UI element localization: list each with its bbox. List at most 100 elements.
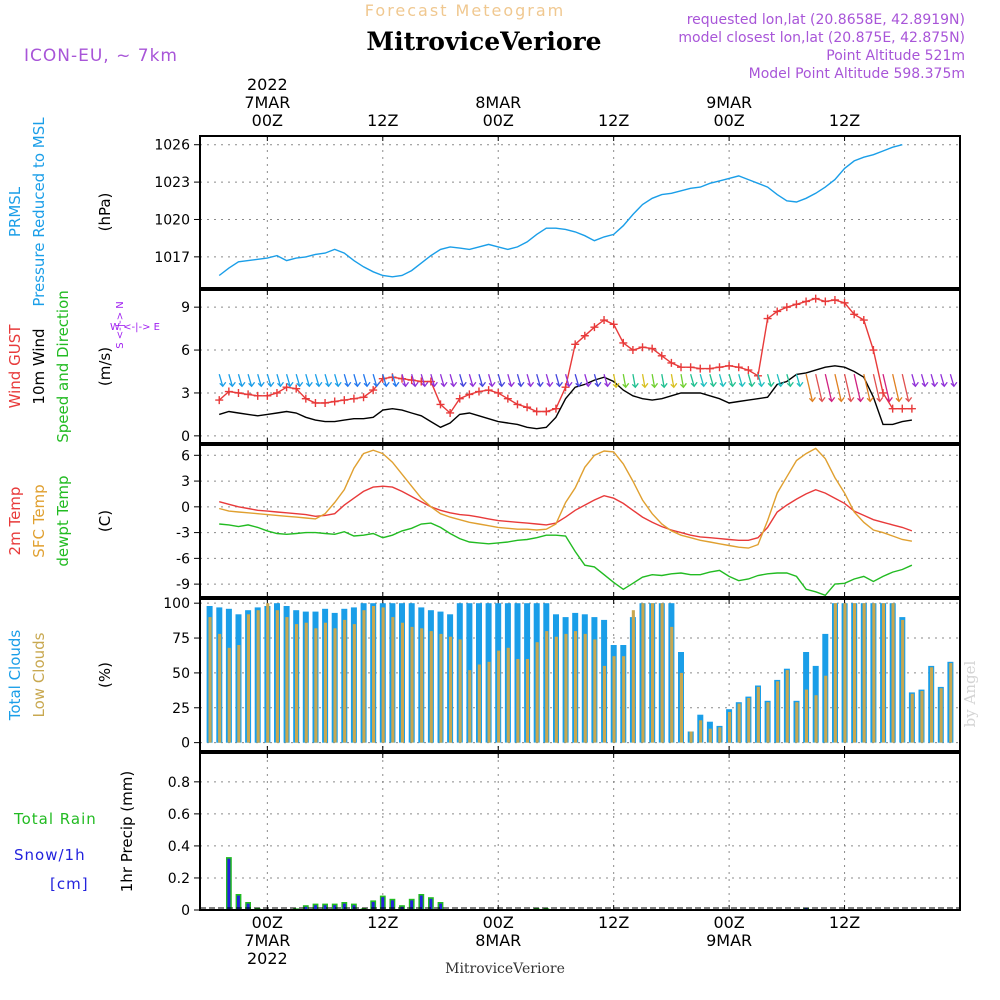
gust-point [330,397,339,406]
compass-we-label: W <-|-> E [110,322,160,333]
gust-point [782,303,791,312]
snow-bar [237,895,240,910]
wind-arrow-icon [805,374,814,402]
y-axis-label: 2m Temp [6,487,24,556]
wind-arrow-icon [420,373,426,387]
gust-point [677,363,686,372]
wind-arrow-icon [699,373,705,387]
gust-point [234,388,243,397]
wind-arrowhead-icon [296,381,304,388]
low-clouds-bar [362,610,366,743]
gust-point [802,297,811,306]
wind-arrow-icon [920,373,926,387]
gust-point [494,388,503,397]
wind-arrowhead-icon [876,396,884,403]
panel-frame [199,752,961,911]
gust-point [301,394,310,403]
y-tick-label: 3 [181,386,190,402]
low-clouds-bar [574,631,578,743]
wind-arrow-icon [622,374,627,388]
wind-arrowhead-icon [392,381,400,388]
y-tick-label: 0.4 [168,839,190,855]
wind-arrowhead-icon [353,381,361,388]
gust-point [465,390,474,399]
snow-bar [333,905,337,910]
wind-arrow-icon [449,373,455,387]
wind-arrowhead-icon [719,381,727,388]
wind-arrow-icon [613,374,617,388]
low-clouds-bar [910,693,914,743]
low-clouds-bar [689,731,693,743]
gust-point [763,314,772,323]
model-name: ICON-EU, ~ 7km [24,46,178,66]
gust-point [773,307,782,316]
gust-point [224,387,233,396]
time-label-bottom: 9MAR [706,931,752,950]
gust-point [888,404,897,413]
wind-arrow-icon [228,373,233,387]
wind-arrowhead-icon [738,381,746,388]
low-clouds-bar [833,603,837,743]
gust-point [869,346,878,355]
low-clouds-bar [881,603,885,743]
low-clouds-bar [622,656,626,743]
low-clouds-bar [516,659,520,743]
gust-point [446,408,455,417]
wind-arrow-icon [430,373,436,387]
wind-arrow-icon [564,373,570,387]
gust-point [628,346,637,355]
wind-arrow-icon [863,374,871,402]
wind-arrowhead-icon [729,381,737,388]
low-clouds-bar [506,647,510,743]
low-clouds-bar [266,603,270,743]
gust-point [532,407,541,416]
snow-bar [391,900,394,910]
wind-arrowhead-icon [911,381,919,388]
low-clouds-bar [208,617,212,743]
wind-arrowhead-icon [450,381,458,388]
wind-arrowhead-icon [421,381,429,388]
time-label-bottom: 8MAR [475,931,521,950]
time-label-top: 12Z [367,111,398,130]
y-tick-label: 50 [172,666,190,682]
gust-point [907,404,916,413]
gust-point [311,398,320,407]
wind-arrowhead-icon [885,396,893,403]
low-clouds-bar [391,617,395,743]
wind-arrow-icon [728,373,734,387]
snow-bar [246,903,250,910]
wind-arrow-icon [285,373,291,387]
gust-point [792,300,801,309]
low-clouds-bar [400,622,404,743]
low-clouds-bar [766,702,770,743]
low-clouds-bar [737,703,741,743]
gust-point [619,338,628,347]
low-clouds-bar [747,698,751,743]
y-tick-label: 1026 [154,138,190,154]
wind-arrowhead-icon [796,381,804,388]
y-tick-label: -6 [176,551,190,567]
credit-label: by Angel [961,660,979,727]
gust-point [898,404,907,413]
y-tick-label: -9 [176,577,190,593]
wind-arrow-icon [334,373,339,387]
low-clouds-bar [670,626,674,743]
gust-point [830,296,839,305]
low-clouds-bar [699,720,703,743]
low-clouds-bar [891,603,895,743]
y-tick-label: 9 [181,300,190,316]
wind-arrowhead-icon [931,381,939,388]
wind-arrow-icon [266,373,272,387]
low-clouds-bar [631,610,635,743]
wind-arrowhead-icon [305,381,313,388]
wind-arrowhead-icon [866,396,874,403]
wind-arrow-icon [439,373,445,387]
low-clouds-bar [304,622,308,743]
y-tick-label: 1020 [154,212,190,228]
wind-arrowhead-icon [660,382,668,389]
wind-arrowhead-icon [847,396,855,403]
wind-arrow-icon [747,373,753,387]
low-clouds-bar [372,606,376,743]
low-clouds-bar [468,670,472,743]
gust-point [686,363,695,372]
